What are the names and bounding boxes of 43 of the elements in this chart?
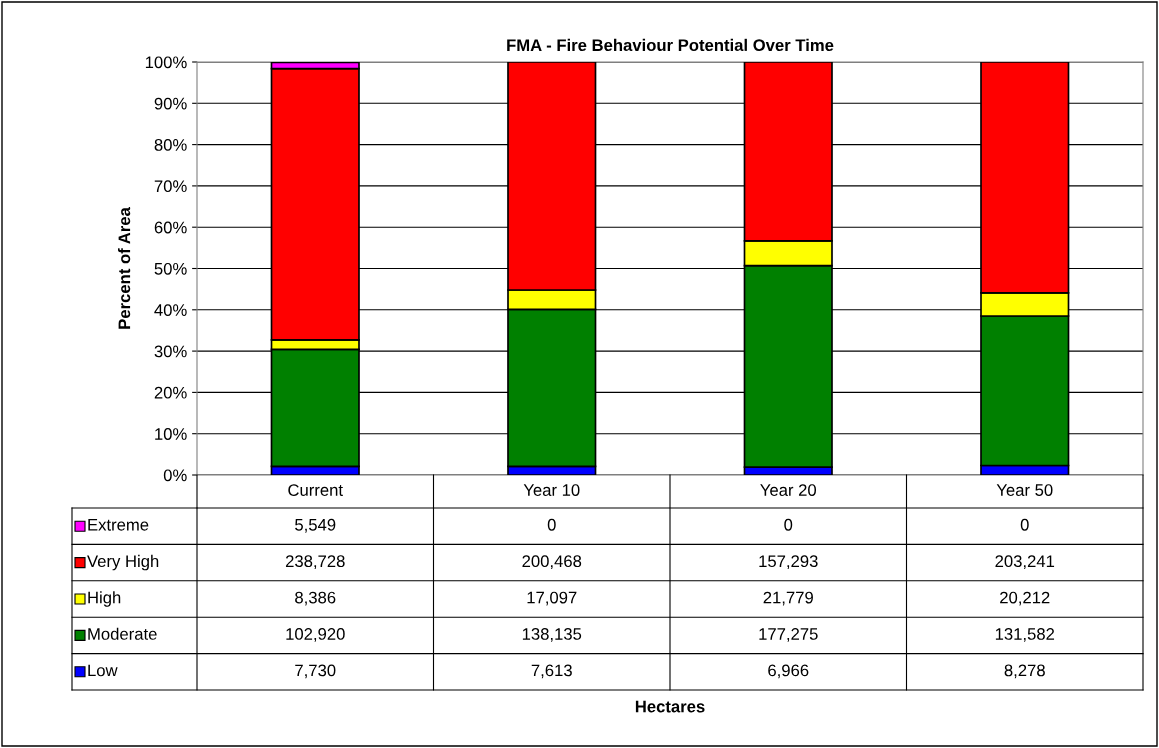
- text: 20,212: [1000, 591, 1050, 606]
- legend-label: Extreme: [88, 519, 149, 531]
- x-tick-label: Current: [288, 484, 343, 496]
- y-tick-label: 40%: [154, 304, 187, 316]
- x-tick-label: Year 10: [523, 484, 580, 496]
- text: 5,549: [295, 518, 336, 533]
- legend-label: Moderate: [88, 627, 157, 640]
- text: 17,097: [527, 591, 577, 606]
- y-tick-label: 20%: [154, 386, 187, 399]
- text: 200,468: [522, 555, 582, 570]
- text: 0: [784, 518, 793, 531]
- y-axis-title: Percent of Area: [118, 207, 131, 329]
- text: 238,728: [285, 555, 345, 570]
- x-tick-label: Year 20: [760, 484, 817, 496]
- text: 6,966: [768, 664, 809, 679]
- text: 0: [547, 518, 556, 531]
- text: 131,582: [995, 628, 1055, 642]
- y-tick-label: 0%: [163, 469, 187, 482]
- y-tick-label: 100%: [145, 56, 187, 69]
- legend-label: Very High: [87, 554, 159, 571]
- legend-label: High: [88, 591, 121, 607]
- text: Hectares: [635, 700, 705, 713]
- x-tick-label: Year 50: [996, 484, 1053, 496]
- text: 21,779: [763, 591, 813, 606]
- text: 8,278: [1004, 664, 1045, 679]
- text: 7,613: [531, 664, 572, 679]
- y-tick-label: 90%: [154, 97, 187, 110]
- text: 138,135: [522, 628, 582, 642]
- y-tick-label: 30%: [154, 345, 187, 358]
- text: 102,920: [286, 628, 345, 642]
- legend-label: Low: [88, 664, 118, 677]
- text: 177,275: [759, 628, 818, 642]
- text: 203,241: [995, 555, 1055, 570]
- text: 0: [1020, 518, 1029, 531]
- y-tick-label: 80%: [154, 139, 187, 151]
- text: 7,730: [295, 664, 336, 679]
- text: 157,293: [759, 555, 818, 570]
- y-tick-label: 50%: [154, 262, 187, 275]
- chart-title: FMA - Fire Behaviour Potential Over Time: [507, 38, 834, 52]
- y-tick-label: 10%: [155, 428, 187, 440]
- text: 8,386: [295, 591, 336, 606]
- y-tick-label: 70%: [154, 180, 187, 193]
- y-tick-label: 60%: [154, 221, 187, 234]
